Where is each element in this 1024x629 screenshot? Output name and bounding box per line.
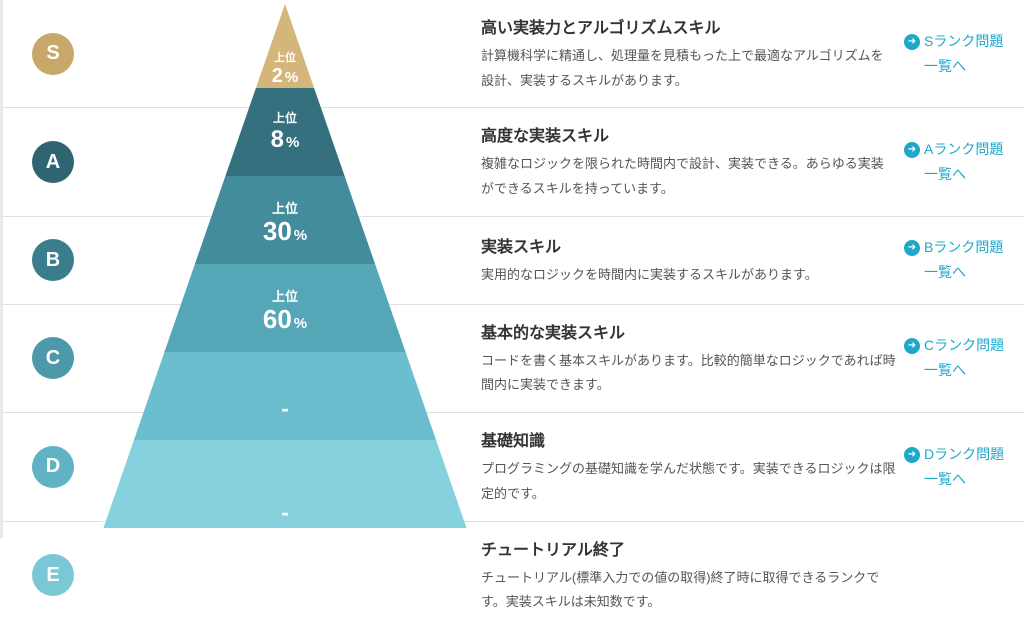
- pyramid-label-percent-sign: %: [285, 69, 298, 86]
- pyramid-label-percent: 2: [272, 65, 283, 87]
- rank-description: プログラミングの基礎知識を学んだ状態です。実装できるロジックは限定的です。: [481, 457, 896, 506]
- pyramid-label-prefix: 上位: [100, 52, 470, 65]
- pyramid-slice-b: [195, 176, 375, 264]
- arrow-right-circle-icon: ➜: [904, 447, 920, 463]
- rank-description: コードを書く基本スキルがあります。比較的簡単なロジックであれば時間内に実装できま…: [481, 349, 896, 398]
- pyramid-label-percent: 8: [271, 126, 284, 153]
- rank-link-label: Dランク問題一覧へ: [924, 442, 1014, 492]
- link-column: ➜Bランク問題一覧へ: [904, 217, 1024, 304]
- pyramid-label-dash: -: [281, 396, 288, 421]
- rank-link-c[interactable]: ➜Cランク問題一覧へ: [904, 333, 1014, 383]
- arrow-right-circle-icon: ➜: [904, 34, 920, 50]
- pyramid-label-prefix: 上位: [100, 290, 470, 305]
- pyramid-host: 上位2%上位8%上位30%上位60%--: [100, 0, 470, 538]
- link-column: ➜Aランク問題一覧へ: [904, 108, 1024, 215]
- pyramid-label-prefix: 上位: [100, 112, 470, 126]
- rank-badge-e: E: [32, 554, 74, 596]
- badge-column: D: [3, 413, 103, 520]
- rank-link-label: Sランク問題一覧へ: [924, 29, 1014, 79]
- pyramid-label-prefix: 上位: [100, 202, 470, 217]
- rank-link-label: Cランク問題一覧へ: [924, 333, 1014, 383]
- pyramid-slice-d: [134, 352, 436, 440]
- rank-description: 実用的なロジックを時間内に実装するスキルがあります。: [481, 263, 896, 288]
- link-column: ➜Sランク問題一覧へ: [904, 0, 1024, 107]
- rank-title: 基本的な実装スキル: [481, 319, 896, 343]
- pyramid-slice-s: [256, 4, 314, 88]
- rank-badge-d: D: [32, 446, 74, 488]
- pyramid-label-percent: 60: [263, 304, 292, 334]
- description-column: 基礎知識プログラミングの基礎知識を学んだ状態です。実装できるロジックは限定的です…: [473, 413, 904, 520]
- pyramid-label-percent-sign: %: [294, 227, 307, 244]
- rank-link-label: Bランク問題一覧へ: [924, 235, 1014, 285]
- rank-link-label: Aランク問題一覧へ: [924, 137, 1014, 187]
- arrow-right-circle-icon: ➜: [904, 142, 920, 158]
- pyramid-labels: 上位2%上位8%上位30%上位60%--: [100, 0, 470, 538]
- link-column: ➜Dランク問題一覧へ: [904, 413, 1024, 520]
- link-column: ➜Cランク問題一覧へ: [904, 305, 1024, 412]
- rank-description: 計算機科学に精通し、処理量を見積もった上で最適なアルゴリズムを設計、実装するスキ…: [481, 44, 896, 93]
- description-column: 高度な実装スキル複雑なロジックを限られた時間内で設計、実装できる。あらゆる実装が…: [473, 108, 904, 215]
- pyramid-label-b: 上位30%: [100, 202, 470, 247]
- rank-title: 実装スキル: [481, 233, 896, 257]
- pyramid-label-d: -: [100, 396, 470, 421]
- pyramid-slice-e: [103, 440, 466, 528]
- pyramid-label-percent: 30: [263, 216, 292, 246]
- badge-column: S: [3, 0, 103, 107]
- badge-column: C: [3, 305, 103, 412]
- rank-link-s[interactable]: ➜Sランク問題一覧へ: [904, 29, 1014, 79]
- pyramid-label-s: 上位2%: [100, 52, 470, 88]
- rank-link-a[interactable]: ➜Aランク問題一覧へ: [904, 137, 1014, 187]
- badge-column: A: [3, 108, 103, 215]
- rank-title: 高度な実装スキル: [481, 122, 896, 146]
- rank-badge-b: B: [32, 239, 74, 281]
- description-column: 実装スキル実用的なロジックを時間内に実装するスキルがあります。: [473, 217, 904, 304]
- rank-link-b[interactable]: ➜Bランク問題一覧へ: [904, 235, 1014, 285]
- rank-title: 基礎知識: [481, 427, 896, 451]
- pyramid-label-c: 上位60%: [100, 290, 470, 335]
- pyramid-label-a: 上位8%: [100, 112, 470, 153]
- pyramid-slice-c: [164, 264, 405, 352]
- arrow-right-circle-icon: ➜: [904, 338, 920, 354]
- arrow-right-circle-icon: ➜: [904, 240, 920, 256]
- description-column: 高い実装力とアルゴリズムスキル計算機科学に精通し、処理量を見積もった上で最適なア…: [473, 0, 904, 107]
- pyramid-label-dash: -: [281, 500, 288, 525]
- rank-badge-a: A: [32, 141, 74, 183]
- pyramid-label-e: -: [100, 500, 470, 525]
- rank-link-d[interactable]: ➜Dランク問題一覧へ: [904, 442, 1014, 492]
- badge-column: B: [3, 217, 103, 304]
- pyramid-slice-a: [225, 88, 344, 176]
- rank-badge-c: C: [32, 337, 74, 379]
- rank-title: チュートリアル終了: [481, 536, 896, 560]
- pyramid-label-percent-sign: %: [286, 134, 299, 151]
- rank-description: 複雑なロジックを限られた時間内で設計、実装できる。あらゆる実装ができるスキルを持…: [481, 152, 896, 201]
- rank-badge-s: S: [32, 33, 74, 75]
- rank-description: チュートリアル(標準入力での値の取得)終了時に取得できるランクです。実装スキルは…: [481, 566, 896, 615]
- rank-title: 高い実装力とアルゴリズムスキル: [481, 14, 896, 38]
- pyramid-diagram: [100, 0, 470, 538]
- pyramid-label-percent-sign: %: [294, 315, 307, 332]
- description-column: 基本的な実装スキルコードを書く基本スキルがあります。比較的簡単なロジックであれば…: [473, 305, 904, 412]
